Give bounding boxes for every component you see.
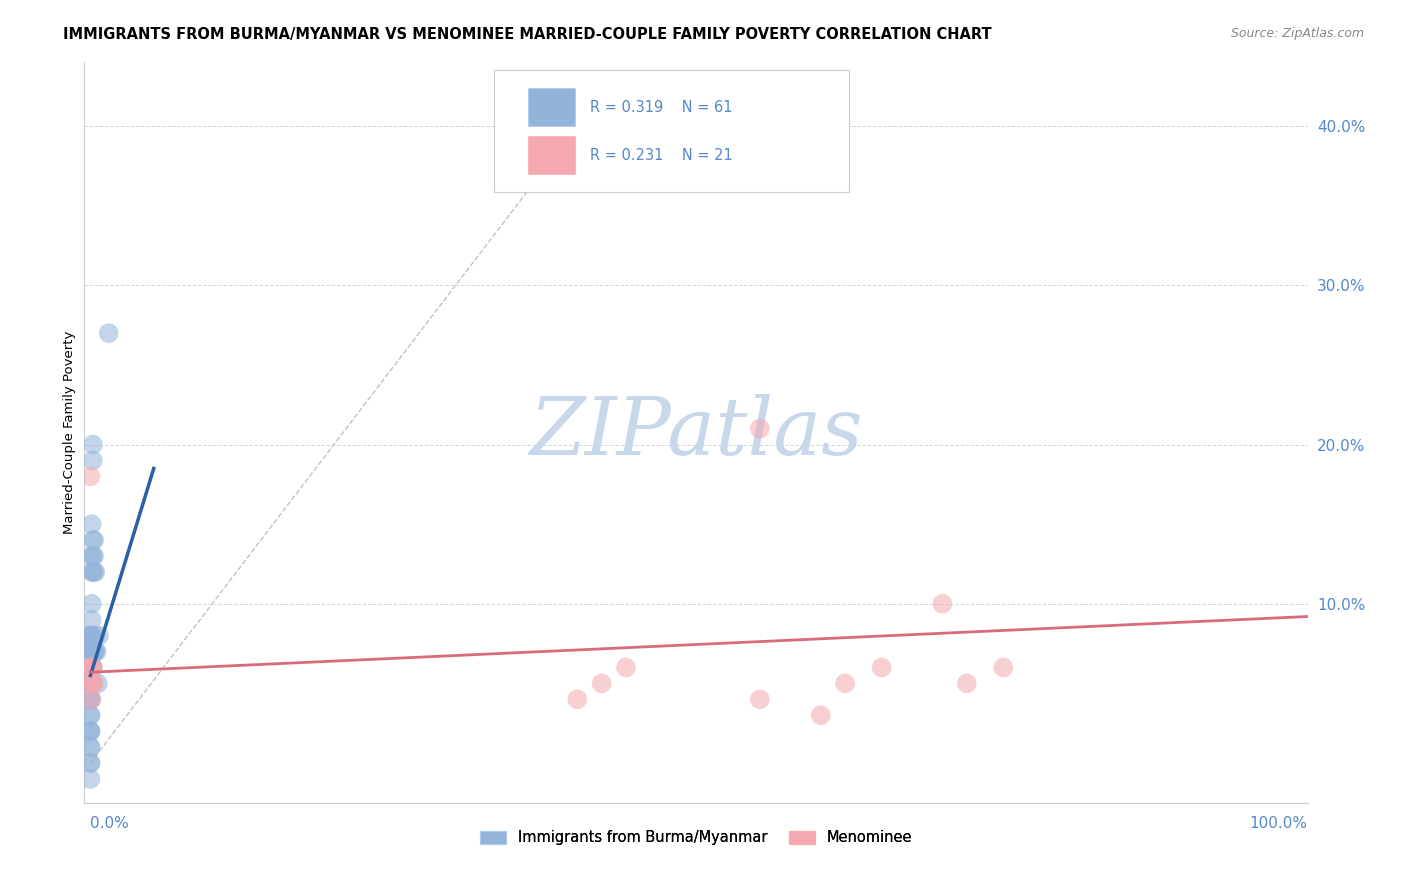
Point xyxy=(80,549,103,563)
Point xyxy=(79,660,101,674)
Point xyxy=(82,676,104,690)
Point xyxy=(80,629,103,643)
Point xyxy=(748,422,770,436)
Point xyxy=(79,644,101,658)
Point xyxy=(80,629,103,643)
Point xyxy=(79,660,101,674)
Point xyxy=(614,660,637,674)
Point xyxy=(83,644,105,658)
FancyBboxPatch shape xyxy=(529,136,575,174)
Point xyxy=(80,644,103,658)
Point xyxy=(79,724,101,739)
Point xyxy=(83,549,105,563)
Point xyxy=(87,629,110,643)
Text: R = 0.319    N = 61: R = 0.319 N = 61 xyxy=(589,100,733,115)
Point xyxy=(79,740,101,755)
Point xyxy=(591,676,613,690)
Point xyxy=(956,676,979,690)
Point xyxy=(79,644,101,658)
Point xyxy=(80,660,103,674)
Text: ZIPatlas: ZIPatlas xyxy=(529,394,863,471)
Point xyxy=(79,469,101,483)
Point xyxy=(748,692,770,706)
Point xyxy=(83,533,105,547)
FancyBboxPatch shape xyxy=(529,88,575,126)
Point xyxy=(82,453,104,467)
Point xyxy=(79,692,101,706)
Point xyxy=(79,644,101,658)
Point xyxy=(79,629,101,643)
Point xyxy=(79,676,101,690)
Y-axis label: Married-Couple Family Poverty: Married-Couple Family Poverty xyxy=(63,331,76,534)
Point xyxy=(83,676,105,690)
Point xyxy=(79,740,101,755)
Point xyxy=(79,660,101,674)
Point xyxy=(79,692,101,706)
Point xyxy=(83,565,105,579)
Point xyxy=(82,533,104,547)
Point xyxy=(79,660,101,674)
Point xyxy=(79,629,101,643)
Point xyxy=(80,676,103,690)
Point xyxy=(84,629,107,643)
Point xyxy=(79,644,101,658)
Legend: Immigrants from Burma/Myanmar, Menominee: Immigrants from Burma/Myanmar, Menominee xyxy=(474,824,918,851)
Point xyxy=(82,565,104,579)
FancyBboxPatch shape xyxy=(494,70,849,192)
Point xyxy=(79,660,101,674)
Point xyxy=(80,517,103,532)
Point xyxy=(834,676,856,690)
Point xyxy=(79,629,101,643)
Point xyxy=(82,437,104,451)
Point xyxy=(810,708,832,723)
Point xyxy=(79,676,101,690)
Point xyxy=(84,565,107,579)
Point xyxy=(82,644,104,658)
Point xyxy=(82,660,104,674)
Text: 100.0%: 100.0% xyxy=(1250,816,1308,831)
Point xyxy=(79,660,101,674)
Text: Source: ZipAtlas.com: Source: ZipAtlas.com xyxy=(1230,27,1364,40)
Point xyxy=(79,708,101,723)
Point xyxy=(97,326,120,340)
Point xyxy=(567,692,589,706)
Point xyxy=(79,676,101,690)
Point xyxy=(79,708,101,723)
Point xyxy=(80,597,103,611)
Point xyxy=(82,549,104,563)
Point xyxy=(80,676,103,690)
Point xyxy=(79,692,101,706)
Point xyxy=(80,692,103,706)
Point xyxy=(79,772,101,786)
Point xyxy=(79,724,101,739)
Point xyxy=(87,676,110,690)
Point xyxy=(80,660,103,674)
Point xyxy=(931,597,953,611)
Point xyxy=(870,660,893,674)
Point xyxy=(80,660,103,674)
Text: 0.0%: 0.0% xyxy=(90,816,129,831)
Text: R = 0.231    N = 21: R = 0.231 N = 21 xyxy=(589,148,733,163)
Point xyxy=(80,565,103,579)
Point xyxy=(86,644,108,658)
Point xyxy=(80,613,103,627)
Point xyxy=(79,756,101,770)
Point xyxy=(79,676,101,690)
Point xyxy=(993,660,1015,674)
Point xyxy=(79,756,101,770)
Text: IMMIGRANTS FROM BURMA/MYANMAR VS MENOMINEE MARRIED-COUPLE FAMILY POVERTY CORRELA: IMMIGRANTS FROM BURMA/MYANMAR VS MENOMIN… xyxy=(63,27,991,42)
Point xyxy=(79,629,101,643)
Point xyxy=(79,660,101,674)
Point xyxy=(84,644,107,658)
Point xyxy=(80,660,103,674)
Point xyxy=(79,676,101,690)
Point xyxy=(83,644,105,658)
Point xyxy=(82,660,104,674)
Point xyxy=(79,724,101,739)
